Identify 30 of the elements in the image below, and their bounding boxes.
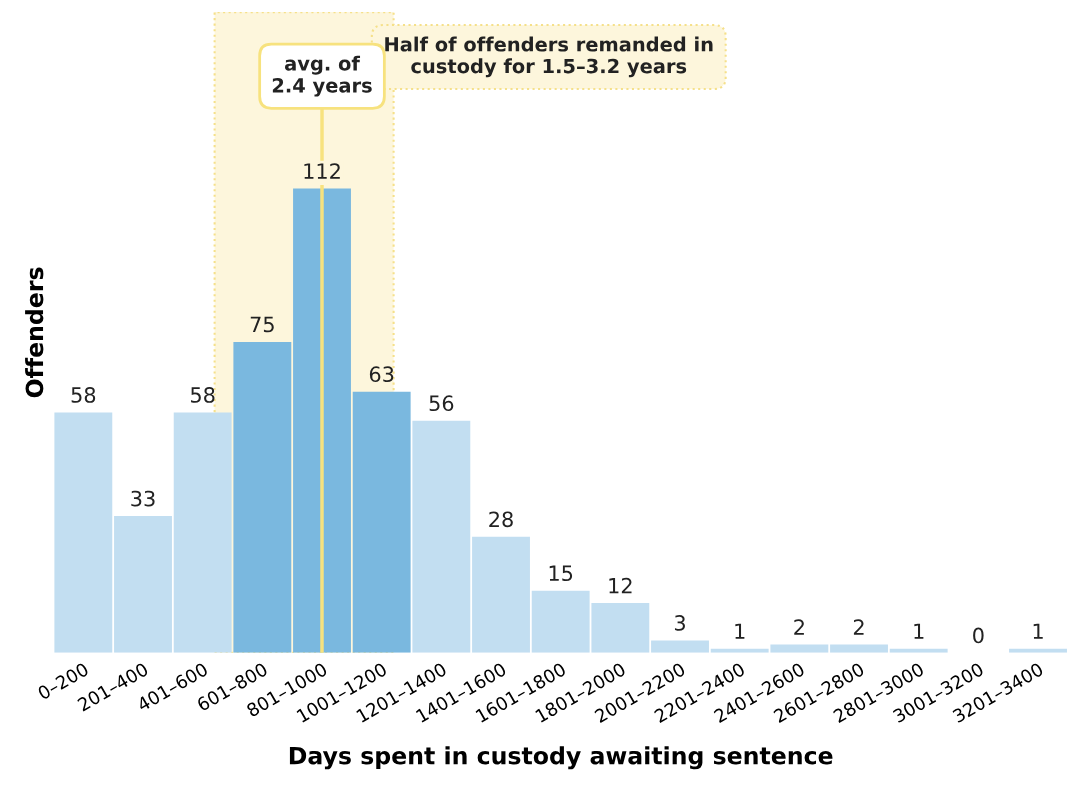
data-label: 2 [794,619,804,635]
bar [472,536,530,653]
band-label: Half of offenders remanded in custody for 1.5–3.2 years [385,36,713,78]
data-label: 0 [973,627,984,644]
y-axis-title: Offenders [25,267,44,398]
data-label: 2 [853,619,864,635]
data-label: 1 [735,623,745,639]
data-label: 58 [191,387,215,403]
data-label: 75 [250,316,274,333]
x-axis-title: Days spent in custody awaiting sentence [289,746,833,770]
data-label: 28 [489,511,513,528]
bar [233,341,292,653]
ref-line-label: avg. of 2.4 years [272,55,372,97]
data-label: 12 [609,577,632,594]
data-label: 112 [304,163,340,179]
bar [352,391,411,653]
data-label: 3 [674,615,685,631]
data-label: 56 [429,395,454,412]
data-label: 1 [1033,623,1043,639]
bar [54,412,113,653]
data-label: 1 [914,623,924,639]
data-label: 15 [549,565,573,582]
data-label: 33 [131,490,155,507]
bar [651,640,709,653]
data-label: 63 [369,366,394,383]
bar [173,412,232,653]
bar [412,420,471,653]
data-label: 58 [71,387,96,403]
bar [293,188,351,653]
bar [114,516,172,653]
